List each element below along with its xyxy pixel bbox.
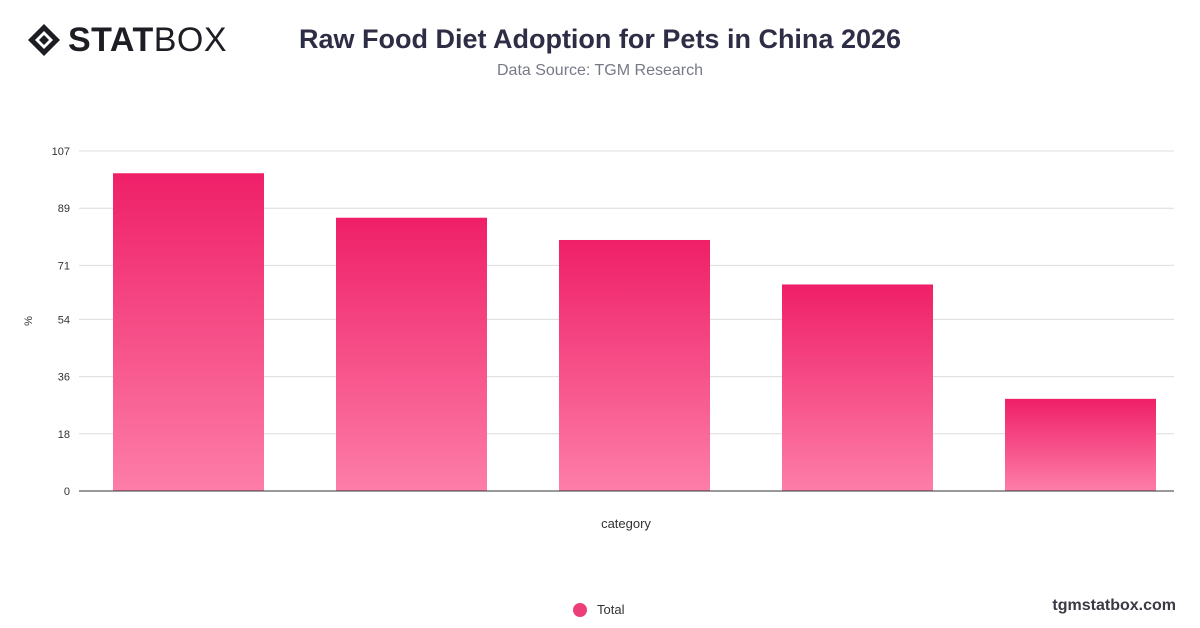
diamond-logo-icon — [28, 24, 60, 56]
chart-subtitle: Data Source: TGM Research — [496, 62, 703, 79]
y-tick-label: 0 — [64, 486, 70, 498]
y-tick-label: 18 — [58, 429, 70, 441]
bars — [113, 173, 1156, 492]
y-tick-label: 71 — [58, 260, 70, 272]
x-axis-label: category — [601, 516, 651, 531]
bar-total-1 — [113, 173, 264, 492]
logo-wordmark: STATBOX — [68, 23, 227, 57]
y-tick-label: 89 — [58, 203, 70, 215]
y-axis-ticks: 0 18 36 54 71 89 107 — [52, 146, 70, 498]
bar-total-2 — [336, 217, 487, 491]
logo-stat-text: STAT — [68, 21, 154, 59]
logo-box-text: BOX — [153, 21, 228, 59]
y-axis-label: % — [23, 316, 35, 326]
y-tick-label: 107 — [52, 146, 70, 158]
bar-total-5 — [1005, 398, 1156, 491]
bar-total-4 — [782, 284, 933, 491]
chart-title: Raw Food Diet Adoption for Pets in China… — [298, 24, 902, 54]
y-tick-label: 54 — [58, 314, 70, 326]
bar-total-3 — [559, 239, 710, 491]
site-url: tgmstatbox.com — [1052, 597, 1176, 614]
legend-total-marker — [573, 602, 587, 617]
legend: Total — [573, 602, 624, 617]
statbox-logo: STATBOX — [26, 22, 227, 58]
legend-total-label: Total — [597, 602, 625, 617]
y-tick-label: 36 — [58, 372, 70, 384]
